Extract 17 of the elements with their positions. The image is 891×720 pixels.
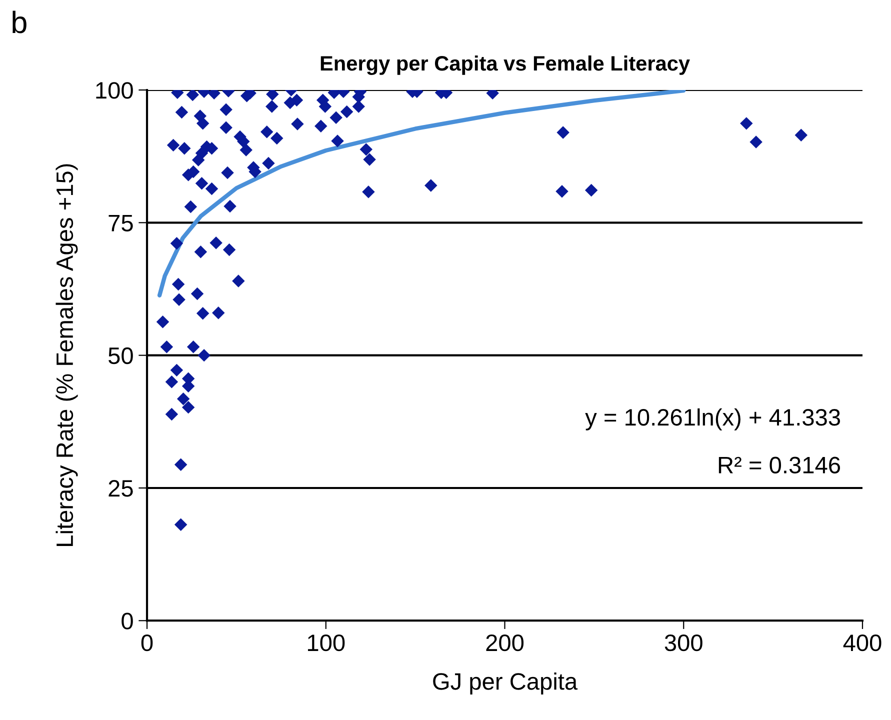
chart-title: Energy per Capita vs Female Literacy: [320, 55, 690, 75]
x-axis-title: GJ per Capita: [433, 672, 578, 695]
y-tick-label: 25: [108, 480, 133, 497]
x-tick-label: 400: [843, 634, 882, 652]
text: b: [12, 10, 26, 34]
y-tick-label: 75: [108, 214, 133, 232]
y-tick-label: 50: [108, 347, 133, 364]
line-series: [157, 90, 686, 298]
y-tick-label: 100: [96, 82, 133, 99]
x-tick-label: 300: [664, 634, 702, 652]
x-tick-label: 0: [141, 634, 153, 652]
y-axis-title: Literacy Rate (% Females Ages +15): [56, 164, 78, 546]
y-tick-label: 0: [122, 612, 133, 630]
annotation: R² = 0.3146: [718, 456, 840, 474]
annotation: y = 10.261ln(x) + 41.333: [585, 408, 840, 430]
x-tick-label: 100: [308, 634, 345, 652]
x-tick-label: 200: [486, 634, 524, 652]
